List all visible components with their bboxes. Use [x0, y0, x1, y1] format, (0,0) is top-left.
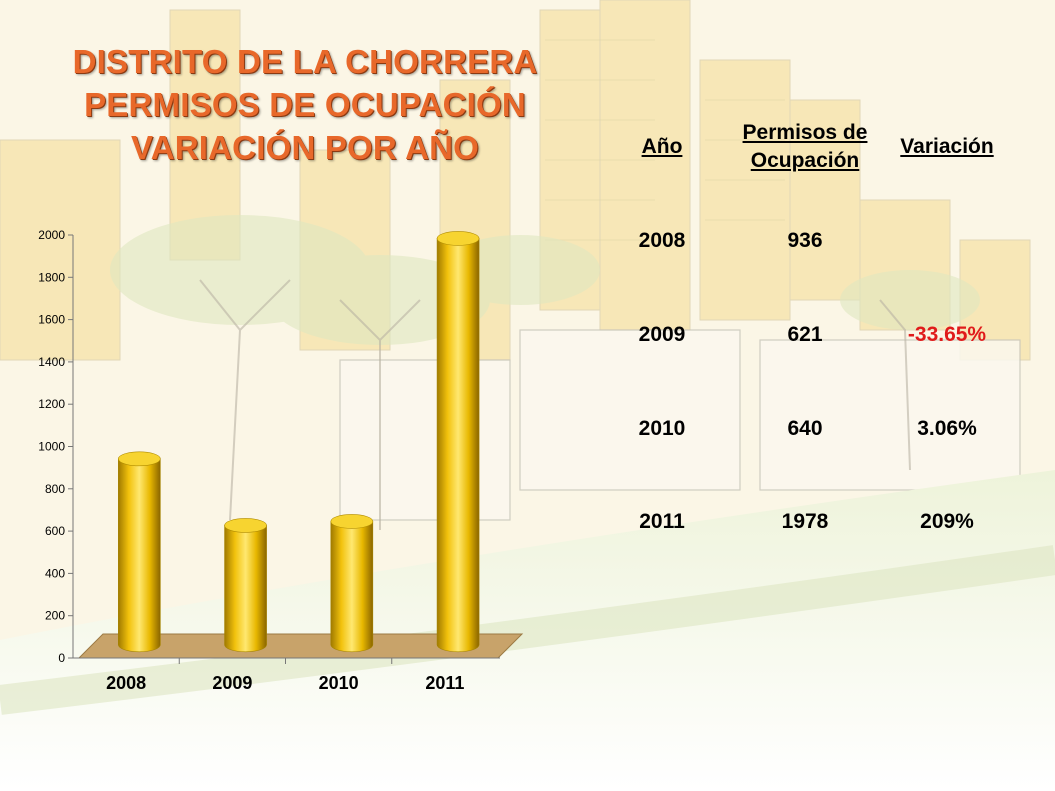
bar-top-2008 [118, 451, 161, 467]
x-tick-label: 2008 [106, 673, 146, 693]
y-tick-label: 2000 [38, 228, 65, 242]
title-line-1: DISTRITO DE LA CHORRERA [72, 43, 538, 80]
year-cell: 2010 [638, 417, 686, 440]
year-cell: 2011 [639, 510, 685, 533]
y-tick-label: 800 [45, 482, 65, 496]
bar-top-2010 [330, 514, 374, 529]
bar-2010 [330, 521, 374, 653]
y-tick-label: 1200 [38, 397, 65, 411]
x-tick-label: 2011 [425, 673, 464, 693]
title-line-2: PERMISOS DE OCUPACIÓN [84, 86, 526, 123]
y-tick-label: 400 [45, 566, 65, 580]
y-tick-label: 1600 [38, 313, 65, 327]
variation-cell: -33.65% [907, 323, 987, 346]
bar-top-2009 [224, 518, 267, 533]
x-tick-label: 2009 [212, 673, 252, 693]
permits-cell: 936 [787, 229, 823, 252]
permits-cell: 1978 [781, 510, 829, 533]
title-line-3: VARIACIÓN POR AÑO [130, 129, 480, 166]
x-tick-label: 2010 [319, 673, 359, 693]
table-header-permits-line2: Ocupación [750, 149, 860, 172]
variation-cell: 209% [920, 510, 974, 533]
y-tick-label: 1000 [38, 440, 65, 454]
year-cell: 2009 [638, 323, 686, 346]
y-tick-label: 0 [58, 651, 65, 665]
table-header-variation: Variación [900, 135, 994, 158]
y-tick-label: 1800 [38, 270, 65, 284]
year-cell: 2008 [638, 229, 686, 252]
bar-top-2011 [436, 231, 480, 246]
y-tick-label: 200 [45, 609, 65, 623]
permits-cell: 640 [787, 417, 823, 440]
table-header-year: Año [641, 135, 683, 158]
table-header-permits-line1: Permisos de [742, 121, 868, 144]
bar-2011 [436, 238, 480, 653]
permits-cell: 621 [787, 323, 823, 346]
variation-cell: 3.06% [917, 417, 977, 440]
bar-2008 [118, 458, 161, 653]
table-header-permits: Permisos de Ocupación [725, 119, 885, 175]
y-tick-label: 1400 [38, 355, 65, 369]
page-title: DISTRITO DE LA CHORRERA PERMISOS DE OCUP… [40, 40, 570, 169]
y-tick-label: 600 [45, 524, 65, 538]
permits-bar-chart: 0 200 400 600 800 1000 1200 1400 1600 1800 2000 200… [38, 228, 524, 693]
bar-2009 [224, 525, 267, 653]
